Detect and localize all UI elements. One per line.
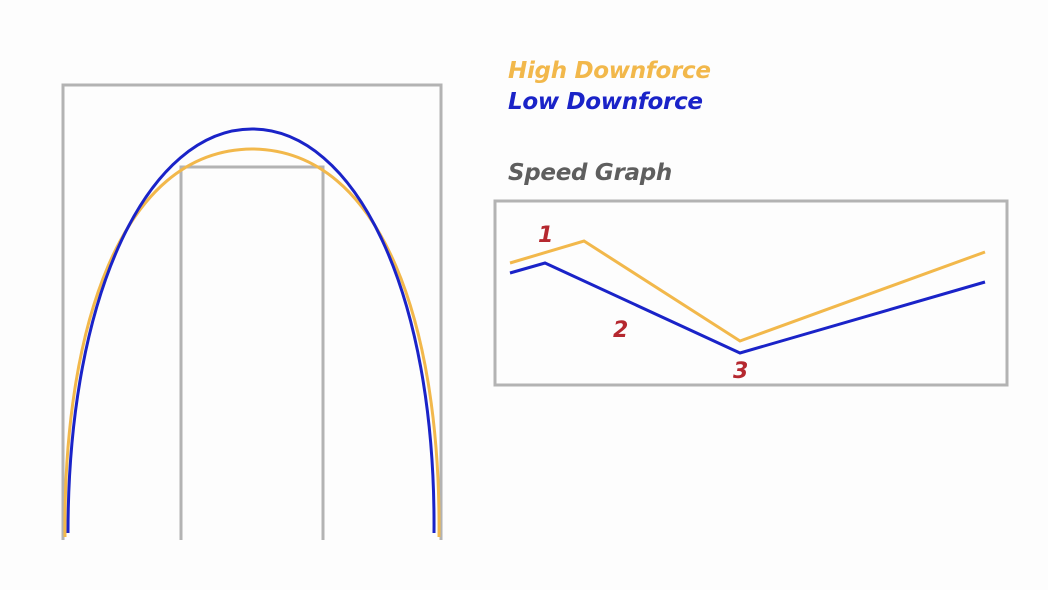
speed-marker-3: 3	[733, 359, 748, 384]
speed-marker-1: 1	[538, 223, 553, 248]
speed-graph-frame	[493, 199, 1009, 387]
high-downforce-line	[63, 147, 441, 538]
speed-marker-2: 2	[613, 318, 628, 343]
track-inner-boundary	[179, 165, 325, 540]
speed-graph-title: Speed Graph	[508, 160, 672, 186]
legend-high-downforce: High Downforce	[508, 58, 711, 84]
track-outer-boundary	[61, 83, 443, 540]
legend-low-downforce: Low Downforce	[508, 89, 703, 115]
speed-trace-high-downforce	[509, 239, 986, 343]
low-downforce-line	[66, 127, 436, 534]
speed-trace-low-downforce	[509, 261, 986, 355]
